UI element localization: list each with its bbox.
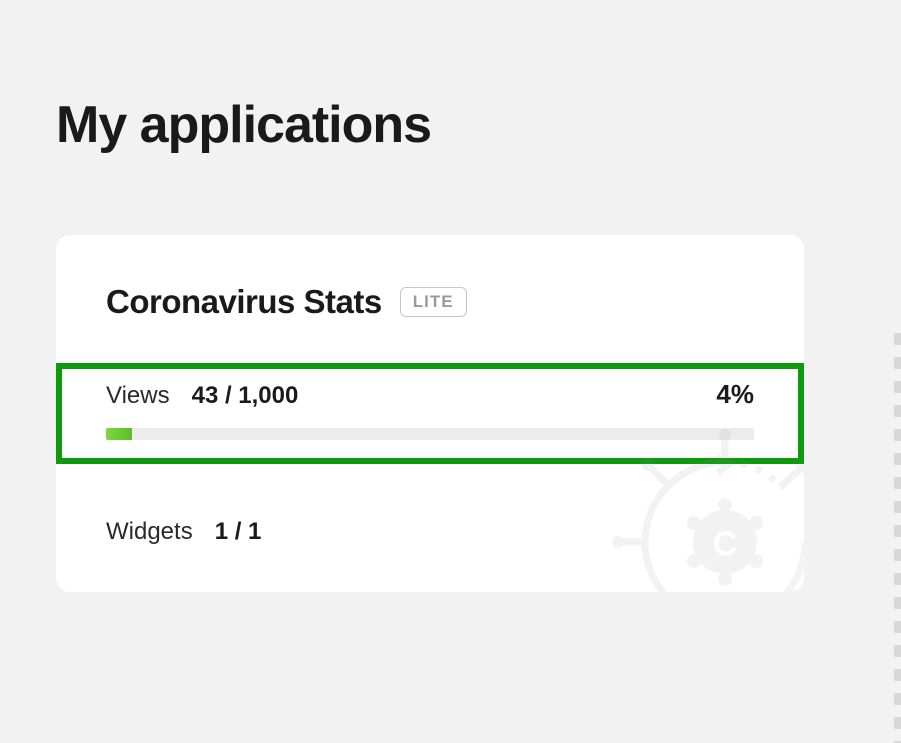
card-title: Coronavirus Stats <box>106 283 382 321</box>
widgets-label: Widgets <box>106 518 193 546</box>
widgets-stat-row: Widgets 1 / 1 <box>106 518 754 546</box>
views-progress-bar <box>106 428 754 440</box>
lite-badge: LITE <box>400 287 467 317</box>
views-value: 43 / 1,000 <box>192 382 299 410</box>
views-label: Views <box>106 382 170 410</box>
right-edge-decoration <box>894 333 901 743</box>
views-percent: 4% <box>716 379 754 410</box>
views-highlight-box: Views 43 / 1,000 4% <box>56 363 804 464</box>
application-card[interactable]: Coronavirus Stats LITE Views 43 / 1,000 … <box>56 235 804 592</box>
views-progress-fill <box>106 428 132 440</box>
widgets-value: 1 / 1 <box>215 518 262 546</box>
page-title: My applications <box>56 95 901 155</box>
card-header: Coronavirus Stats LITE <box>106 283 754 321</box>
views-stat-row: Views 43 / 1,000 4% <box>106 379 754 410</box>
